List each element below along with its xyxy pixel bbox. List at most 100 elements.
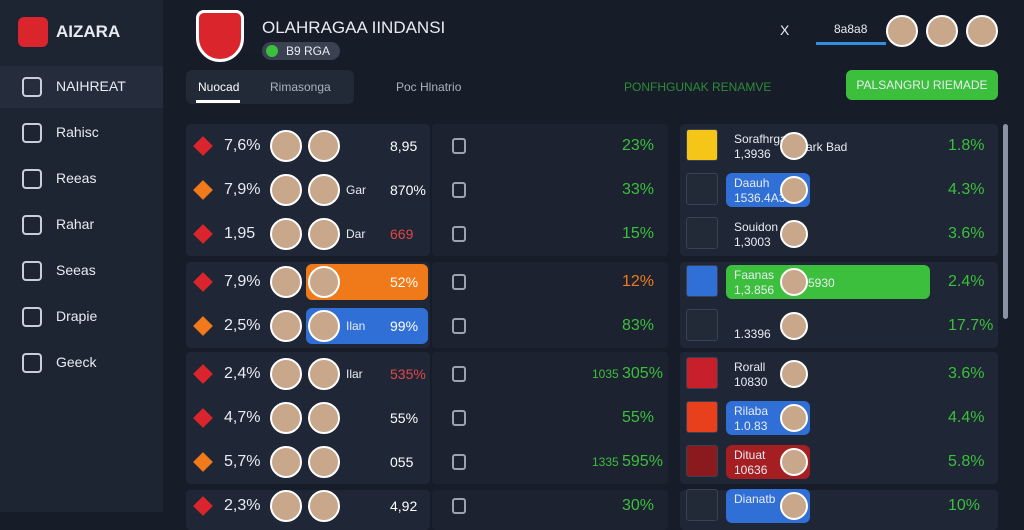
page-title: OLAHRAGAA IINDANSI [262,18,446,37]
mid-percent: 595% [622,453,663,470]
avatar [270,130,302,162]
mid-percent: 33% [622,181,655,198]
mid-percent: 15% [622,225,655,242]
row-value: 870% [390,182,426,198]
user-avatar [966,15,998,47]
right-sub: 1,3003 [734,235,771,249]
mid-percent: 305% [622,365,663,382]
avatar [780,360,808,388]
nav-icon [22,353,42,373]
right-percent: 17.7% [948,317,994,334]
tabs [186,70,354,104]
right-sub: 1536.4A3 [734,191,786,205]
panel [432,352,668,484]
row-value: 055 [390,454,414,470]
mid-percent: 55% [622,409,655,426]
right-percent: 1.8% [948,137,985,154]
right-icon [686,357,718,389]
mid-percent: 23% [622,137,655,154]
mid-icon [452,410,466,426]
action-button[interactable]: PALSANGRU RIEMADE [846,70,998,100]
avatar [780,448,808,476]
right-percent: 4.4% [948,409,985,426]
nav-item[interactable]: NAIHREAT [56,78,126,94]
right-icon [686,309,718,341]
row-value: 8,95 [390,138,418,154]
badge-dot [266,45,278,57]
mid-prefix: 1335 [592,455,619,469]
panel [432,262,668,348]
mid-percent: 12% [622,273,655,290]
right-percent: 10% [948,497,981,514]
nav-icon [22,215,42,235]
row-value: 55% [390,410,419,426]
tab[interactable]: Poc Hlnatrio [396,80,462,94]
avatar [780,492,808,520]
tab-underline [196,100,240,103]
right-highlight [726,265,930,299]
right-name: Faanas [734,268,775,282]
mid-icon [452,454,466,470]
avatar [780,132,808,160]
avatar [270,358,302,390]
right-name: Rorall [734,360,766,374]
right-sub: 1.0.83 [734,419,768,433]
nav-item[interactable]: Geeck [56,354,97,370]
row-tag: Ilan [346,319,366,333]
avatar [308,446,340,478]
row-value: 4,92 [390,498,418,514]
row-tag: Gar [346,183,367,197]
row-percent: 2,5% [224,317,261,334]
mid-icon [452,274,466,290]
right-name: Daauh [734,176,770,190]
avatar [780,312,808,340]
avatar [308,174,340,206]
close-button[interactable]: X [780,22,790,38]
row-value: 535% [390,366,426,382]
right-percent: 4.3% [948,181,985,198]
row-tag: Ilar [346,367,363,381]
right-icon [686,489,718,521]
scrollbar [1003,124,1008,319]
avatar [308,218,340,250]
right-sub: 1,3936 [734,147,771,161]
right-icon [686,265,718,297]
right-sub: 1.3396 [734,327,771,341]
right-icon [686,445,718,477]
panel [432,124,668,256]
tab[interactable]: Rimasonga [270,80,331,94]
right-name: Dituat [734,448,766,462]
right-percent: 5.8% [948,453,985,470]
nav-item[interactable]: Drapie [56,308,98,324]
app: AIZARA NAIHREAT Rahisc Reeas Rahar Seeas Drap… [0,10,1008,530]
row-percent: 1,95 [224,225,256,242]
right-icon [686,217,718,249]
right-sub: 1,3.856 [734,283,775,297]
avatar [270,174,302,206]
row-percent: 5,7% [224,453,261,470]
row-tag: Dar [346,227,366,241]
nav-item[interactable]: Rahar [56,216,95,232]
tab[interactable]: Nuocad [198,80,240,94]
right-sub: 10636 [734,463,768,477]
logo-text: AIZARA [56,22,121,41]
mid-prefix: 1035 [592,367,619,381]
nav-item[interactable]: Seeas [56,262,96,278]
nav-item[interactable]: Reeas [56,170,97,186]
row-value: 99% [390,318,419,334]
row-percent: 4,7% [224,409,261,426]
avatar [308,130,340,162]
row-percent: 7,6% [224,137,261,154]
nav-item[interactable]: Rahisc [56,124,99,140]
badge: B9 RGA [262,42,341,60]
status-bar [816,42,886,45]
right-name: Dianatb [734,492,776,506]
row-percent: 7,9% [224,181,261,198]
mid-icon [452,318,466,334]
header-logo [196,10,244,62]
avatar [270,310,302,342]
mid-icon [452,226,466,242]
status: 8a8a8 [834,22,868,36]
filter-label: PONFHGUNAK RENAMVE [624,80,772,94]
mid-percent: 30% [622,497,655,514]
